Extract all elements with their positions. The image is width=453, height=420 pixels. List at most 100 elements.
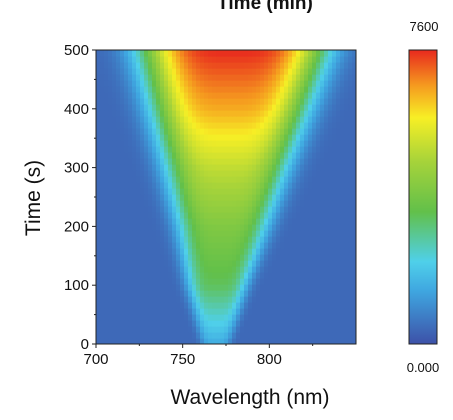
- heatmap-cell: [256, 134, 261, 141]
- heatmap-cell: [168, 110, 173, 117]
- heatmap-cell: [320, 224, 325, 231]
- heatmap-cell: [128, 74, 133, 81]
- heatmap-cell: [352, 176, 356, 183]
- heatmap-cell: [220, 68, 225, 75]
- heatmap-cell: [224, 128, 229, 135]
- heatmap-cell: [300, 266, 305, 273]
- heatmap-cell: [280, 314, 285, 321]
- heatmap-cell: [240, 110, 245, 117]
- heatmap-cell: [272, 194, 277, 201]
- heatmap-cell: [328, 176, 333, 183]
- heatmap-cell: [240, 50, 245, 57]
- heatmap-cell: [132, 272, 137, 279]
- heatmap-cell: [128, 314, 133, 321]
- heatmap-cell: [288, 110, 293, 117]
- heatmap-cell: [164, 74, 169, 81]
- heatmap-cell: [108, 74, 113, 81]
- heatmap-cell: [248, 302, 253, 309]
- heatmap-cell: [164, 146, 169, 153]
- heatmap-cell: [148, 194, 153, 201]
- heatmap-cell: [244, 326, 249, 333]
- heatmap-cell: [212, 284, 217, 291]
- heatmap-cell: [264, 242, 269, 249]
- heatmap-cell: [160, 68, 165, 75]
- heatmap-cell: [96, 200, 101, 207]
- heatmap-cell: [272, 326, 277, 333]
- heatmap-cell: [348, 230, 353, 237]
- heatmap-cell: [116, 326, 121, 333]
- heatmap-cell: [304, 152, 309, 159]
- heatmap-cell: [348, 92, 353, 99]
- heatmap-cell: [148, 56, 153, 63]
- heatmap-cell: [200, 68, 205, 75]
- heatmap-cell: [256, 218, 261, 225]
- heatmap-cell: [308, 182, 313, 189]
- heatmap-cell: [128, 308, 133, 315]
- heatmap-cell: [284, 176, 289, 183]
- heatmap-cell: [136, 326, 141, 333]
- heatmap-cell: [240, 278, 245, 285]
- heatmap-cell: [152, 278, 157, 285]
- heatmap-cell: [288, 218, 293, 225]
- heatmap-cell: [148, 164, 153, 171]
- heatmap-cell: [144, 314, 149, 321]
- heatmap-cell: [220, 278, 225, 285]
- heatmap-cell: [176, 134, 181, 141]
- heatmap-cell: [116, 236, 121, 243]
- heatmap-cell: [144, 74, 149, 81]
- heatmap-cell: [168, 92, 173, 99]
- heatmap-cell: [184, 182, 189, 189]
- heatmap-cell: [168, 254, 173, 261]
- heatmap-cell: [204, 224, 209, 231]
- heatmap-cell: [332, 116, 337, 123]
- heatmap-cell: [116, 158, 121, 165]
- heatmap-cell: [248, 218, 253, 225]
- heatmap-cell: [176, 194, 181, 201]
- heatmap-cell: [208, 98, 213, 105]
- heatmap-cell: [292, 242, 297, 249]
- heatmap-cell: [216, 146, 221, 153]
- heatmap-cell: [100, 98, 105, 105]
- heatmap-cell: [276, 272, 281, 279]
- heatmap-cell: [252, 56, 257, 63]
- heatmap-cell: [184, 74, 189, 81]
- heatmap-cell: [324, 302, 329, 309]
- heatmap-cell: [276, 140, 281, 147]
- heatmap-cell: [124, 248, 129, 255]
- heatmap-cell: [340, 194, 345, 201]
- heatmap-cell: [212, 254, 217, 261]
- heatmap-cell: [108, 62, 113, 69]
- heatmap-cell: [324, 140, 329, 147]
- heatmap-cell: [200, 110, 205, 117]
- heatmap-cell: [136, 146, 141, 153]
- heatmap-cell: [208, 170, 213, 177]
- heatmap-cell: [260, 278, 265, 285]
- heatmap-cell: [248, 170, 253, 177]
- heatmap-cell: [308, 92, 313, 99]
- heatmap-cell: [104, 302, 109, 309]
- heatmap-cell: [208, 50, 213, 57]
- heatmap-cell: [260, 320, 265, 327]
- heatmap-cell: [300, 164, 305, 171]
- heatmap-cell: [336, 200, 341, 207]
- heatmap-cell: [208, 314, 213, 321]
- heatmap-cell: [328, 272, 333, 279]
- heatmap-cell: [328, 140, 333, 147]
- heatmap-cell: [328, 218, 333, 225]
- heatmap-cell: [120, 68, 125, 75]
- heatmap-cell: [228, 104, 233, 111]
- heatmap-cell: [208, 116, 213, 123]
- heatmap-cell: [148, 104, 153, 111]
- heatmap-cell: [216, 314, 221, 321]
- heatmap-cell: [272, 68, 277, 75]
- heatmap-cell: [104, 326, 109, 333]
- heatmap-cell: [340, 188, 345, 195]
- heatmap-cell: [348, 284, 353, 291]
- heatmap-cell: [220, 266, 225, 273]
- heatmap-cell: [196, 290, 201, 297]
- heatmap-cell: [140, 50, 145, 57]
- heatmap-cell: [220, 152, 225, 159]
- heatmap-cell: [252, 170, 257, 177]
- heatmap-cell: [304, 224, 309, 231]
- heatmap-cell: [236, 260, 241, 267]
